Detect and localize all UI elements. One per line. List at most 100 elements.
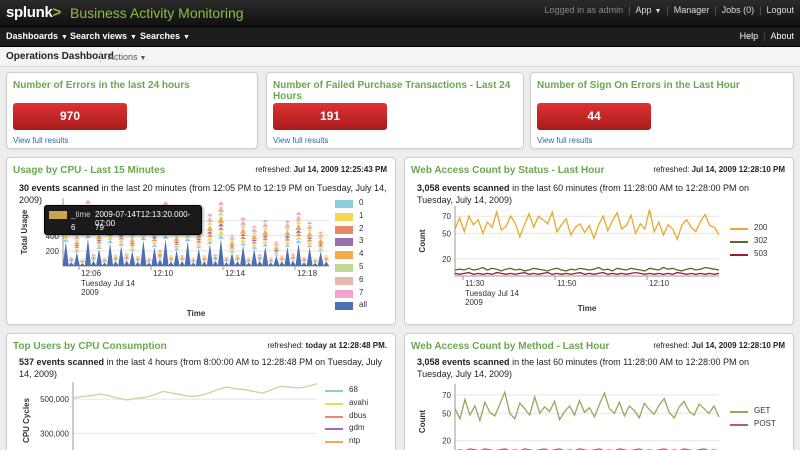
cpu-spike-layer xyxy=(323,257,330,260)
legend-swatch xyxy=(335,302,353,311)
events-range: in the last 4 hours (from 8:00:00 AM to … xyxy=(19,357,383,379)
divider: | xyxy=(759,5,762,15)
cpu-spike-layer xyxy=(212,259,219,261)
view-full-results-link[interactable]: View full results xyxy=(273,136,329,145)
divider xyxy=(100,51,101,63)
y-tick-label: 200 xyxy=(46,247,60,256)
cpu-spike-layer xyxy=(284,230,291,236)
legend-swatch xyxy=(730,253,748,256)
search-views-menu[interactable]: Search views ▼ xyxy=(70,31,137,41)
top-nav: Logged in as admin | App ▼ | Manager | Jo… xyxy=(545,5,794,15)
x-date-label: Tuesday Jul 14 xyxy=(465,289,520,298)
caret-down-icon: ▼ xyxy=(654,8,662,15)
cpu-spike-layer xyxy=(295,239,302,244)
sign-on-count-value[interactable]: 44 xyxy=(537,103,651,130)
cpu-spike-layer xyxy=(301,261,308,262)
cpu-spike-layer xyxy=(267,262,274,266)
cpu-spike-layer xyxy=(173,247,180,251)
cpu-spike-layer xyxy=(240,236,247,239)
dashboard-bar: Operations Dashboard Actions ▼ xyxy=(0,47,800,67)
cpu-spike-layer xyxy=(273,255,280,266)
cpu-spike-layer xyxy=(145,258,152,260)
cpu-spike-layer xyxy=(228,234,236,237)
cpu-spike-layer xyxy=(107,243,114,266)
caret-down-icon: ▼ xyxy=(139,55,147,62)
legend-label: 503 xyxy=(754,248,768,258)
refreshed-label: refreshed: xyxy=(255,165,292,174)
cpu-spike-layer xyxy=(206,216,213,223)
cpu-spike-layer xyxy=(240,245,247,266)
series-root-line xyxy=(72,383,318,401)
cpu-spike-layer xyxy=(68,258,75,261)
cpu-spike-layer xyxy=(156,253,164,256)
about-link[interactable]: About xyxy=(770,31,794,41)
divider: | xyxy=(714,5,717,15)
cpu-spike-layer xyxy=(301,258,308,261)
cpu-spike-layer xyxy=(323,260,330,262)
cpu-spike-layer xyxy=(306,238,313,242)
cpu-spike-layer xyxy=(306,236,313,239)
legend-label: 4 xyxy=(359,249,364,259)
cpu-spike-layer xyxy=(323,259,330,261)
cpu-spike-layer xyxy=(90,254,97,256)
cpu-spike-layer xyxy=(184,241,191,266)
status-count-chart[interactable]: 20 50 70 Count 11:30 11:50 12:10 Tuesday Jul 14… xyxy=(405,158,794,325)
cpu-spike-layer xyxy=(262,237,269,241)
refreshed-timestamp: refreshed: Jul 14, 2009 12:28:10 PM xyxy=(653,165,785,174)
cpu-spike-layer xyxy=(95,243,103,247)
cpu-spike-layer xyxy=(90,255,97,257)
events-summary: 537 events scanned in the last 4 hours (… xyxy=(19,356,389,380)
cpu-spike-layer xyxy=(179,259,186,260)
errors-panel: Number of Errors in the last 24 hours 97… xyxy=(6,72,258,149)
cpu-spike-layer xyxy=(195,242,202,246)
cpu-spike-layer xyxy=(134,261,141,262)
panel-title: Web Access Count by Method - Last Hour xyxy=(411,341,610,352)
cpu-spike-layer xyxy=(295,243,302,266)
cpu-spike-layer xyxy=(306,231,313,237)
cpu-spike-layer xyxy=(317,251,324,266)
legend-label: dbus xyxy=(349,410,367,420)
cpu-spike-layer xyxy=(201,259,208,260)
cpu-spike-layer xyxy=(245,259,252,261)
legend-swatch xyxy=(325,428,343,431)
cpu-spike-layer xyxy=(118,236,125,240)
splunk-logo[interactable]: splunk> xyxy=(6,4,61,21)
searches-menu[interactable]: Searches ▼ xyxy=(140,31,190,41)
legend-swatch xyxy=(335,200,353,208)
cpu-spike-layer xyxy=(112,259,119,261)
view-full-results-link[interactable]: View full results xyxy=(537,136,593,145)
actions-menu[interactable]: Actions ▼ xyxy=(108,52,146,62)
app-menu[interactable]: App ▼ xyxy=(635,5,661,15)
cpu-spike-layer xyxy=(123,260,130,266)
cpu-spike-layer xyxy=(62,241,69,266)
cpu-spike-layer xyxy=(262,243,269,247)
cpu-spike-layer xyxy=(123,253,130,256)
error-count-value[interactable]: 970 xyxy=(13,103,127,130)
caret-down-icon: ▼ xyxy=(130,34,137,41)
series-GET-line xyxy=(454,390,720,423)
jobs-link[interactable]: Jobs (0) xyxy=(721,5,755,15)
cpu-spike-layer xyxy=(201,260,208,262)
top-users-chart[interactable]: 300,000 500,000 CPU Cycles xyxy=(7,334,396,450)
method-count-chart[interactable]: 20 50 70 Count xyxy=(405,334,794,450)
cpu-spike-layer xyxy=(168,256,175,258)
cpu-spike-layer xyxy=(156,250,164,253)
failed-count-value[interactable]: 191 xyxy=(273,103,387,130)
cpu-spike-layer xyxy=(317,233,324,238)
manager-link[interactable]: Manager xyxy=(673,5,710,15)
logout-link[interactable]: Logout xyxy=(766,5,794,15)
x-tick-label: 12:10 xyxy=(153,269,174,278)
cpu-spike-layer xyxy=(217,234,224,239)
dashboards-menu[interactable]: Dashboards ▼ xyxy=(6,31,68,41)
cpu-spike-layer xyxy=(301,257,308,259)
help-link[interactable]: Help xyxy=(739,31,759,41)
cpu-spike-layer xyxy=(140,236,147,241)
cpu-spike-layer xyxy=(90,260,97,266)
cpu-spike-layer xyxy=(134,256,141,257)
legend-label: 5 xyxy=(359,261,364,271)
cpu-spike-layer xyxy=(134,260,141,261)
view-full-results-link[interactable]: View full results xyxy=(13,136,69,145)
tooltip-value: 2009-07-14T12:13:20.000-07:00 xyxy=(95,210,191,228)
cpu-spike-layer xyxy=(295,232,302,237)
y-axis-title: Count xyxy=(418,410,427,433)
